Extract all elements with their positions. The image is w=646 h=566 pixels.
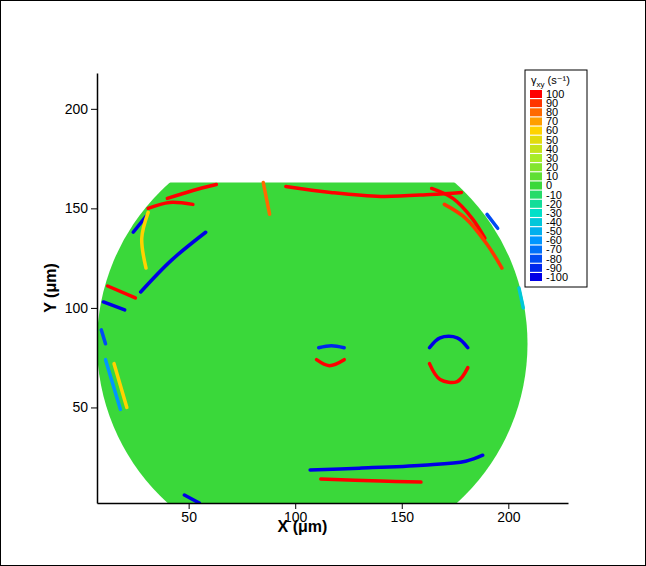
y-tick: 50 — [72, 399, 97, 415]
colorbar-swatch — [530, 182, 542, 190]
streak-line — [106, 360, 121, 410]
x-tick: 200 — [497, 503, 521, 525]
streak-line — [321, 479, 421, 482]
x-tick-label: 50 — [181, 509, 197, 525]
colorbar-swatch — [530, 218, 542, 226]
y-axis-title: Y (μm) — [42, 263, 59, 313]
colorbar-swatch — [530, 108, 542, 116]
y-tick: 200 — [65, 101, 97, 117]
x-tick: 150 — [391, 503, 415, 525]
colorbar-swatch — [530, 273, 542, 281]
streak-line — [148, 202, 193, 208]
colorbar-swatch — [530, 209, 542, 217]
y-axis-line — [97, 74, 99, 504]
streak — [429, 336, 467, 347]
y-tick: 150 — [65, 200, 97, 216]
colorbar-swatch — [530, 99, 542, 107]
streak — [142, 212, 148, 268]
streak-line — [487, 214, 498, 228]
streak — [101, 330, 105, 344]
streak-line — [317, 360, 345, 366]
streak — [141, 232, 206, 292]
streak — [263, 182, 269, 214]
colorbar-swatch — [530, 117, 542, 125]
colorbar-swatch — [530, 154, 542, 162]
y-axis: 50 100 150 200 — [65, 74, 98, 504]
colorbar-swatch — [530, 127, 542, 135]
streak-line — [429, 336, 467, 347]
streak-line — [184, 495, 199, 503]
streak — [167, 184, 216, 198]
x-axis-line — [98, 503, 569, 505]
colorbar-swatch — [530, 200, 542, 208]
streak-line — [519, 288, 523, 308]
disc-group — [97, 182, 528, 503]
streak-line — [114, 364, 127, 408]
y-tick-label: 50 — [72, 399, 88, 415]
streak — [310, 455, 483, 470]
colorbar: γxy(s⁻¹)1009080706050403020100-10-20-30-… — [525, 70, 587, 287]
streak-line — [141, 232, 206, 292]
streak-line — [263, 182, 269, 214]
colorbar-swatch — [530, 163, 542, 171]
streak-line — [142, 212, 148, 268]
streak-line — [429, 364, 467, 383]
streak-line — [319, 346, 345, 348]
x-tick-label: 200 — [497, 509, 521, 525]
colorbar-swatch — [530, 246, 542, 254]
streak — [108, 286, 136, 298]
colorbar-swatch — [530, 227, 542, 235]
streak — [114, 364, 127, 408]
x-tick-label: 150 — [391, 509, 415, 525]
streak — [184, 495, 199, 503]
colorbar-swatch — [530, 255, 542, 263]
measured-domain — [97, 182, 528, 503]
colorbar-box — [525, 70, 587, 287]
streak — [106, 360, 121, 410]
colorbar-swatch — [530, 236, 542, 244]
colorbar-swatch — [530, 172, 542, 180]
y-tick-label: 150 — [65, 200, 89, 216]
x-tick: 50 — [181, 503, 197, 525]
colorbar-tick-label: -100 — [546, 271, 568, 283]
streak — [103, 302, 124, 310]
colorbar-title-subscript: xy — [537, 80, 545, 89]
colorbar-swatch — [530, 191, 542, 199]
plot-area — [97, 129, 528, 503]
streak — [317, 360, 345, 366]
colorbar-swatch — [530, 136, 542, 144]
streak-line — [108, 286, 136, 298]
streak-line — [103, 302, 124, 310]
chart: 5010015020050100150200X (μm)Y (μm)γxy(s⁻… — [0, 0, 646, 566]
colorbar-title: γxy(s⁻¹) — [531, 74, 570, 89]
streak — [321, 479, 421, 482]
y-tick-label: 100 — [65, 300, 89, 316]
x-axis: 50100150200 — [98, 503, 569, 525]
streak-line — [167, 184, 216, 198]
streak — [148, 202, 193, 208]
colorbar-swatch — [530, 90, 542, 98]
y-tick-label: 200 — [65, 101, 89, 117]
y-tick-mark — [91, 109, 97, 110]
y-tick-mark — [91, 407, 97, 408]
x-axis-title: X (μm) — [278, 518, 328, 535]
y-tick-mark — [91, 208, 97, 209]
streak — [487, 214, 498, 228]
y-tick: 100 — [65, 300, 97, 316]
streak-line — [310, 455, 483, 470]
colorbar-swatch — [530, 264, 542, 272]
frame — [1, 1, 646, 566]
colorbar-title-unit: (s⁻¹) — [548, 74, 570, 86]
streak — [519, 288, 523, 308]
y-tick-mark — [91, 308, 97, 309]
streak — [444, 204, 502, 268]
colorbar-swatch — [530, 145, 542, 153]
streak — [429, 364, 467, 383]
streak-line — [101, 330, 105, 344]
streak-line — [444, 204, 502, 268]
streak — [319, 346, 345, 348]
